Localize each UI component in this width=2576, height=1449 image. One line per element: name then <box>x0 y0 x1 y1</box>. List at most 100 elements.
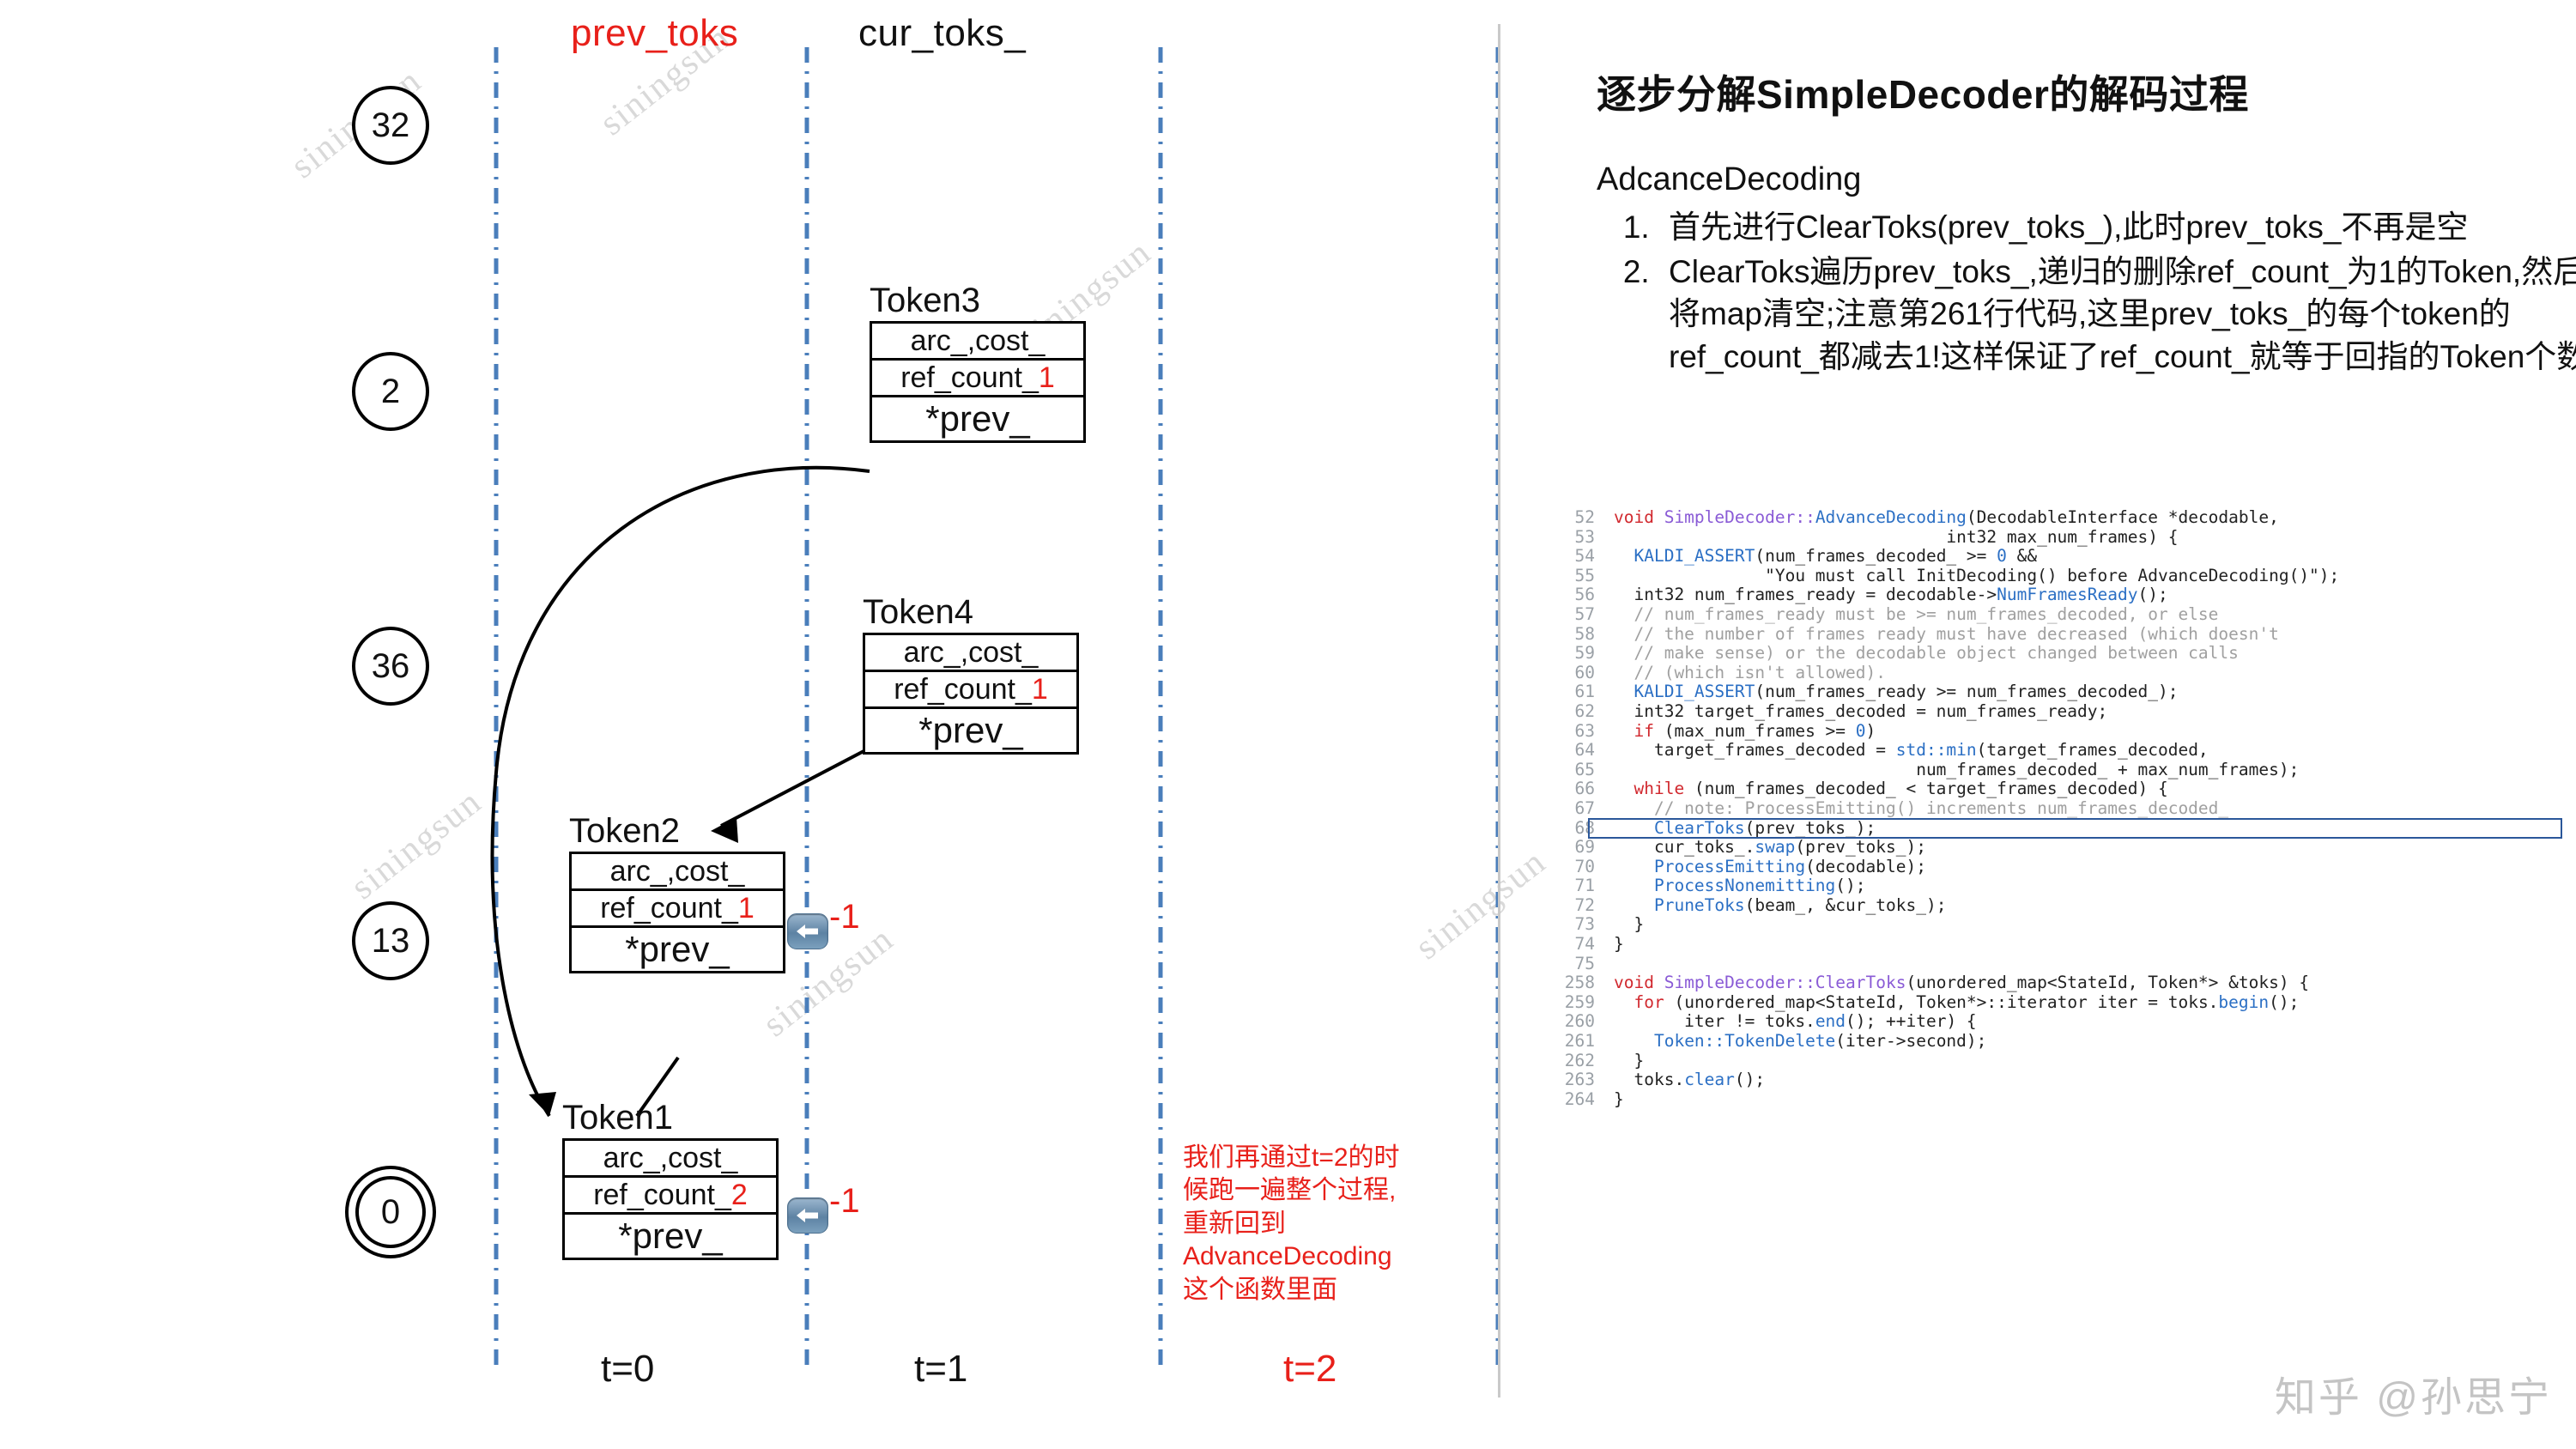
state-circle-13: 13 <box>352 901 429 980</box>
code-line-source: toks.clear(); <box>1614 1070 1766 1090</box>
list-item: ClearToks遍历prev_toks_,递归的删除ref_count_为1的… <box>1658 251 2576 379</box>
code-line-source: } <box>1614 1088 1624 1109</box>
watermark-brand: 知乎 @孙思宁 <box>2274 1375 2552 1421</box>
code-line: 57 // num_frames_ready must be >= num_fr… <box>1545 603 2567 625</box>
code-line-number: 61 <box>1574 682 1595 702</box>
code-line: 58 // the number of frames ready must ha… <box>1545 623 2567 645</box>
code-line: 61 KALDI_ASSERT(num_frames_ready >= num_… <box>1545 682 2567 702</box>
code-line-number: 74 <box>1574 934 1595 955</box>
code-line-number: 72 <box>1574 894 1595 915</box>
code-line: 260 iter != toks.end(); ++iter) { <box>1545 1012 2567 1032</box>
code-line-number: 73 <box>1574 914 1595 935</box>
code-line-number: 263 <box>1564 1070 1595 1090</box>
steps-list: 首先进行ClearToks(prev_toks_),此时prev_toks_不再… <box>1597 206 2576 379</box>
code-line: 63 if (max_num_frames >= 0) <box>1545 720 2567 742</box>
code-line-number: 258 <box>1564 973 1595 993</box>
code-line-source: Token::TokenDelete(iter->second); <box>1653 1031 1987 1052</box>
code-line-number: 56 <box>1574 585 1595 605</box>
diagram-connectors <box>490 47 1498 1373</box>
token-lifecycle-diagram: siningsun siningsun siningsun siningsun … <box>284 12 1554 1390</box>
code-line: 74} <box>1545 934 2567 955</box>
code-line-source: ClearToks(prev_toks_); <box>1653 817 1876 838</box>
code-line-number: 65 <box>1574 759 1595 779</box>
token-title: Token3 <box>870 282 980 319</box>
code-line-number: 68 <box>1574 817 1595 838</box>
code-line: 64 target_frames_decoded = std::min(targ… <box>1545 740 2567 761</box>
left-arrow-icon <box>787 913 828 949</box>
code-line-source: int32 target_frames_decoded = num_frames… <box>1614 700 2108 721</box>
ref-count-value: 1 <box>737 891 755 925</box>
code-line: 258 void SimpleDecoder::ClearToks(unorder… <box>1545 973 2567 993</box>
code-line-number: 262 <box>1564 1050 1595 1070</box>
token-field-prev: *prev_ <box>918 710 1023 750</box>
token-field-ref-count: ref_count_ 1 <box>572 891 783 928</box>
code-line-number: 66 <box>1574 779 1595 799</box>
code-line: 54 KALDI_ASSERT(num_frames_decoded_ >= 0… <box>1545 546 2567 567</box>
code-line-source: target_frames_decoded = std::min(target_… <box>1614 740 2209 761</box>
token-card-token3: Token3 arc_,cost_ ref_count_ 1 *prev_ <box>870 283 1086 443</box>
vertical-divider <box>1498 24 1500 1397</box>
code-line-source <box>1614 955 2567 974</box>
code-block: 52 void SimpleDecoder::AdvanceDecoding(De… <box>1545 507 2567 1109</box>
code-line-source: KALDI_ASSERT(num_frames_decoded_ >= 0 && <box>1633 546 2038 567</box>
code-line-source: for (unordered_map<StateId, Token*>::ite… <box>1633 991 2300 1012</box>
code-line-number: 70 <box>1574 856 1595 876</box>
code-line-source: ProcessNonemitting(); <box>1653 876 1866 896</box>
code-line: 71 ProcessNonemitting(); <box>1545 876 2567 896</box>
code-line-source: PruneToks(beam_, &cur_toks_); <box>1653 894 1947 915</box>
time-label-t1: t=1 <box>914 1348 968 1390</box>
code-line-number: 59 <box>1574 643 1595 664</box>
token-field-prev: *prev_ <box>618 1216 723 1256</box>
code-line-source: // num_frames_ready must be >= num_frame… <box>1614 603 2219 624</box>
code-line-number: 63 <box>1574 720 1595 741</box>
time-label-t2: t=2 <box>1283 1348 1337 1390</box>
code-line-number: 71 <box>1574 876 1595 896</box>
state-circle-36: 36 <box>352 627 429 706</box>
code-line-number: 260 <box>1564 1011 1595 1032</box>
token-field-ref-count: ref_count_ 1 <box>865 672 1076 709</box>
code-line-source: num_frames_decoded_ + max_num_frames); <box>1614 759 2300 779</box>
code-line: 68 ClearToks(prev_toks_); <box>1545 817 2567 839</box>
code-line: 262 } <box>1545 1050 2567 1071</box>
code-line-number: 58 <box>1574 623 1595 644</box>
ref-count-label: ref_count_ <box>900 361 1039 394</box>
code-line: 52 void SimpleDecoder::AdvanceDecoding(De… <box>1545 507 2567 528</box>
code-line: 69 cur_toks_.swap(prev_toks_); <box>1545 837 2567 858</box>
token-title: Token2 <box>569 812 680 850</box>
code-line-source: } <box>1614 1050 1645 1070</box>
token-field-arc-cost: arc_,cost_ <box>565 1141 776 1178</box>
token-field-prev: *prev_ <box>625 929 730 969</box>
code-line: 73 } <box>1545 915 2567 935</box>
code-line-source: // the number of frames ready must have … <box>1614 623 2279 644</box>
token-card-token2: Token2 arc_,cost_ ref_count_ 1 *prev_ <box>569 814 785 973</box>
state-circle-32: 32 <box>352 86 429 165</box>
code-line-source: } <box>1614 934 1624 955</box>
code-line: 59 // make sense) or the decodable objec… <box>1545 643 2567 664</box>
code-line: 56 int32 num_frames_ready = decodable->N… <box>1545 585 2567 605</box>
ref-count-value: 2 <box>730 1178 748 1211</box>
ref-count-value: 1 <box>1038 361 1055 394</box>
state-circle-0-final: 0 <box>355 1176 426 1248</box>
code-line-number: 60 <box>1574 662 1595 682</box>
code-line-number: 261 <box>1564 1031 1595 1052</box>
code-line-number: 259 <box>1564 991 1595 1012</box>
code-line-number: 75 <box>1574 953 1595 973</box>
code-line: 65 num_frames_decoded_ + max_num_frames)… <box>1545 759 2567 780</box>
ref-count-value: 1 <box>1031 672 1048 706</box>
ref-count-label: ref_count_ <box>593 1178 731 1211</box>
token-card-token1: Token1 arc_,cost_ ref_count_ 2 *prev_ <box>562 1100 779 1260</box>
code-line: 75 <box>1545 953 2567 974</box>
ref-count-label: ref_count_ <box>600 891 738 925</box>
code-line-number: 57 <box>1574 603 1595 624</box>
explanation-panel: 逐步分解SimpleDecoder的解码过程 AdcanceDecoding 首… <box>1498 0 2576 1449</box>
code-line-number: 264 <box>1564 1088 1595 1109</box>
column-header-prev-toks: prev_toks <box>571 12 739 54</box>
code-line: 66 while (num_frames_decoded_ < target_f… <box>1545 779 2567 799</box>
code-line: 60 // (which isn't allowed). <box>1545 662 2567 683</box>
token-field-arc-cost: arc_,cost_ <box>572 854 783 891</box>
state-circle-2: 2 <box>352 352 429 431</box>
code-line-source: while (num_frames_decoded_ < target_fram… <box>1633 779 2168 799</box>
decrement-value: -1 <box>829 898 860 936</box>
code-line: 261 Token::TokenDelete(iter->second); <box>1545 1031 2567 1052</box>
code-line-number: 64 <box>1574 740 1595 761</box>
